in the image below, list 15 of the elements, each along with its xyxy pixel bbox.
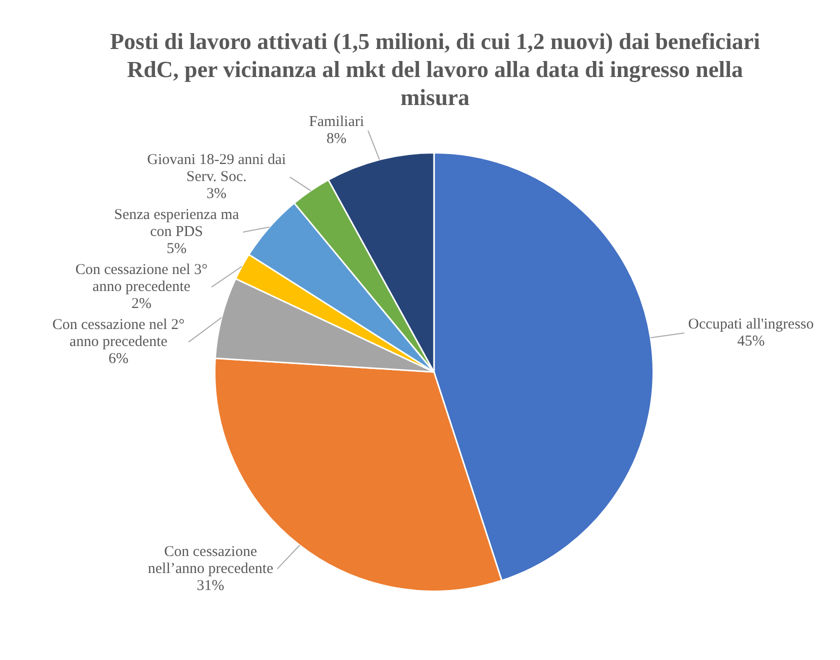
slice-label: Senza esperienza ma con PDS <box>114 207 240 240</box>
data-label: 2% <box>131 296 152 312</box>
slice-label: Familiari <box>309 114 364 130</box>
slice-label: Con cessazione nel 2° anno precedente <box>52 317 185 350</box>
slice-label: Con cessazione nell’anno precedente <box>148 544 274 577</box>
chart-title: Posti di lavoro attivati (1,5 milioni, di cui 1,2 nuovi) dai beneficiari RdC, per vicinanza al mkt del lavoro alla data di ingresso nella misura <box>109 28 761 112</box>
slice-label: Giovani 18-29 anni dai Serv. Soc. <box>147 152 286 186</box>
data-label: 8% <box>326 131 347 148</box>
data-label: 5% <box>166 241 187 258</box>
data-label: 45% <box>737 333 765 350</box>
slice-label: Con cessazione nel 3° anno precedente <box>75 262 208 296</box>
data-label: 6% <box>108 351 128 368</box>
slice-label: Occupati all'ingresso <box>688 316 814 332</box>
data-label: 31% <box>196 578 224 594</box>
data-label: 3% <box>206 186 227 202</box>
